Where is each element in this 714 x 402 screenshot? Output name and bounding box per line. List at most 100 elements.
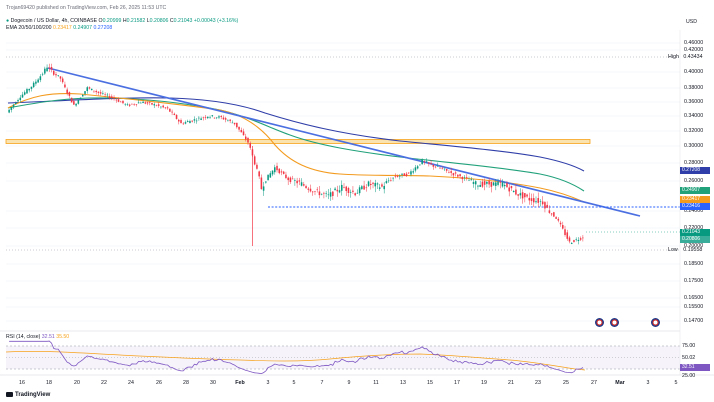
candle-body — [432, 164, 435, 167]
ema-legend[interactable]: EMA 20/50/100/200 0.23417 0.24907 0.2720… — [6, 25, 112, 31]
high-price: 0.43434 — [683, 54, 703, 60]
candle-body — [501, 182, 504, 187]
candle-body — [135, 104, 138, 105]
symbol-title[interactable]: Dogecoin / US Dollar, 4h, COINBASE — [10, 18, 98, 24]
candle-body — [48, 67, 51, 69]
candle-body — [365, 187, 368, 189]
candle-body — [186, 121, 189, 122]
time-tick-label: 28 — [183, 380, 189, 386]
candle-body — [528, 197, 531, 201]
candle-body — [305, 186, 307, 188]
candle-body — [463, 177, 466, 178]
candle-body — [472, 182, 475, 184]
price-tick-label: 0.46000 — [684, 40, 704, 46]
candle-body — [162, 105, 164, 108]
candle-body — [128, 104, 131, 106]
candle-body — [378, 187, 381, 189]
candle-body — [39, 76, 42, 81]
candle-body — [64, 84, 66, 88]
rsi-tick-25: 25.00 — [682, 373, 696, 379]
candle-body — [271, 170, 274, 175]
candle-body — [21, 94, 24, 98]
candle-body — [8, 109, 10, 113]
candle-body — [385, 181, 388, 184]
time-tick-label: 18 — [46, 380, 52, 386]
candle-body — [70, 97, 73, 103]
candle-body — [224, 118, 227, 120]
price-tick-label: 0.18500 — [684, 261, 704, 267]
candle-body — [439, 167, 441, 169]
candle-body — [88, 87, 91, 89]
price-tick-label: 0.32000 — [684, 128, 704, 134]
candle-body — [240, 129, 243, 133]
candle-body — [390, 180, 392, 181]
time-tick-label: 20 — [74, 380, 80, 386]
candle-body — [133, 104, 135, 105]
us-flag-icon[interactable] — [651, 318, 660, 327]
rsi-ma-line — [5, 351, 586, 371]
candle-body — [303, 184, 305, 186]
candle-body — [218, 116, 220, 118]
candle-body — [336, 189, 339, 192]
time-tick-label: 24 — [128, 380, 134, 386]
us-flag-icon[interactable] — [595, 318, 604, 327]
price-tick-label: 0.38000 — [684, 85, 704, 91]
candle-body — [466, 177, 468, 178]
candle-body — [274, 167, 276, 173]
candle-body — [86, 87, 89, 92]
candle-body — [354, 193, 356, 196]
candle-body — [276, 165, 278, 171]
candle-body — [249, 143, 252, 148]
time-tick-label: 16 — [19, 380, 25, 386]
price-tick-label: 0.15500 — [684, 304, 704, 310]
candle-body — [459, 174, 461, 177]
candle-body — [372, 182, 374, 184]
tradingview-brand[interactable]: TradingView — [6, 392, 50, 398]
candle-body — [213, 117, 216, 119]
candle-body — [222, 117, 225, 120]
candle-body — [499, 182, 502, 183]
candle-body — [316, 189, 318, 191]
candle-body — [111, 96, 113, 98]
rsi-ma-value: 35.50 — [56, 334, 70, 340]
candle-body — [343, 187, 345, 188]
close-label: C — [169, 18, 174, 24]
candle-body — [151, 103, 153, 105]
candle-body — [189, 121, 191, 124]
rsi-label: RSI (14, close) — [6, 334, 41, 340]
candle-body — [448, 172, 450, 174]
price-tick-label: 0.28000 — [684, 160, 704, 166]
candle-body — [419, 164, 421, 166]
price-tick-label: 0.40000 — [684, 69, 704, 75]
candle-body — [401, 173, 403, 175]
candle-body — [396, 176, 399, 177]
candle-body — [41, 73, 44, 75]
candle-body — [66, 89, 68, 94]
candle-body — [443, 168, 446, 170]
candle-body — [289, 177, 292, 182]
candle-body — [242, 131, 245, 136]
ema100-line — [7, 97, 585, 192]
candle-body — [28, 88, 30, 91]
candle-body — [557, 218, 560, 221]
candle-body — [403, 173, 406, 176]
us-flag-icon[interactable] — [610, 318, 619, 327]
candle-body — [349, 192, 352, 193]
candle-body — [269, 173, 272, 178]
open-label: O — [98, 18, 103, 24]
rsi-value: 32.51 — [41, 334, 55, 340]
low-value: 0.20806 — [149, 18, 169, 24]
candle-body — [497, 181, 499, 185]
candle-body — [428, 162, 430, 164]
candle-body — [309, 188, 312, 192]
symbol-legend: ● Dogecoin / US Dollar, 4h, COINBASE O0.… — [6, 18, 238, 24]
rsi-legend[interactable]: RSI (14, close) 32.51 35.50 — [6, 334, 69, 340]
candle-body — [307, 188, 310, 190]
candle-body — [541, 201, 544, 205]
candle-body — [253, 156, 256, 165]
candle-body — [137, 102, 140, 104]
candle-body — [410, 171, 412, 175]
candle-body — [441, 168, 444, 170]
candle-body — [160, 106, 162, 108]
